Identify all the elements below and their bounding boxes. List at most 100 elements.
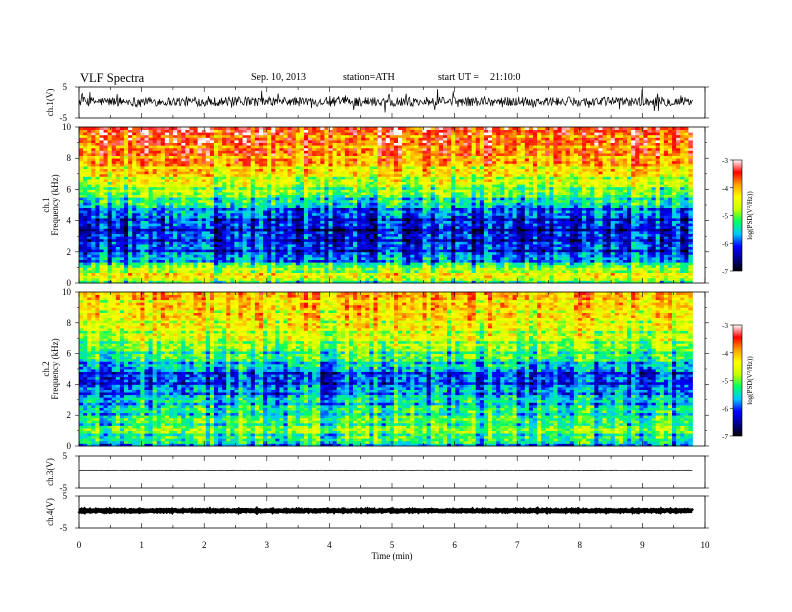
spectrogram-cell (684, 262, 689, 266)
spectrogram-cell (475, 238, 481, 242)
spectrogram-cell (414, 251, 419, 255)
spectrogram-cell (164, 249, 170, 253)
spectrogram-cell (398, 267, 403, 271)
spectrogram-cell (586, 257, 591, 260)
spectrogram-cell (328, 249, 333, 253)
spectrogram-cell (136, 212, 141, 216)
spectrogram-cell (487, 257, 493, 260)
spectrogram-cell (271, 259, 276, 263)
spectrogram-cell (667, 244, 673, 247)
spectrogram-cell (263, 207, 268, 211)
spectrogram-cell (545, 205, 550, 208)
spectrogram-cell (156, 225, 162, 229)
spectrogram-cell (91, 231, 96, 234)
spectrogram-cell (271, 246, 276, 250)
spectrogram-cell (655, 280, 661, 284)
spectrogram-cell (83, 251, 88, 255)
spectrogram-cell (528, 277, 534, 281)
spectrogram-cell (406, 233, 411, 237)
spectrogram-cell (189, 262, 194, 266)
spectrogram-cell (479, 220, 485, 224)
spectrogram-cell (496, 231, 501, 234)
spectrogram-cell (443, 257, 448, 260)
spectrogram-cell (418, 205, 423, 208)
spectrogram-cell (582, 264, 587, 268)
spectrogram-cell (504, 223, 509, 227)
spectrogram-cell (492, 220, 497, 224)
spectrogram-cell (226, 277, 231, 281)
spectrogram-cell (643, 233, 648, 237)
spectrogram-cell (238, 231, 243, 234)
spectrogram-cell (336, 257, 342, 260)
spectrogram-cell (410, 223, 415, 227)
spectrogram-cell (627, 257, 632, 260)
spectrogram-cell (557, 207, 562, 211)
spectrogram-cell (631, 264, 636, 268)
spectrogram-cell (242, 197, 248, 201)
spectrogram-cell (234, 277, 239, 281)
spectrogram-cell (627, 277, 632, 281)
spectrogram-cell (557, 249, 562, 253)
spectrogram-cell (582, 205, 587, 208)
spectrogram-cell (541, 275, 546, 279)
spectrogram-cell (389, 249, 395, 253)
spectrogram-cell (136, 277, 141, 281)
spectrogram-cell (459, 199, 464, 203)
spectrogram-cell (238, 246, 243, 250)
spectrogram-cell (479, 270, 485, 273)
spectrogram-cell (393, 246, 399, 250)
spectrogram-cell (549, 277, 554, 281)
spectrogram-cell (627, 199, 632, 203)
spectrogram-cell (271, 212, 276, 216)
spectrogram-cell (361, 264, 366, 268)
spectrogram-cell (467, 257, 473, 260)
spectrogram-cell (344, 236, 350, 240)
spectrogram-cell (635, 272, 640, 276)
spectrogram-cell (545, 207, 550, 211)
spectrogram-cell (373, 228, 378, 232)
spectrogram-cell (140, 241, 145, 245)
spectrogram-cell (144, 251, 149, 255)
spectrogram-cell (299, 205, 305, 208)
spectrogram-cell (365, 223, 370, 227)
spectrogram-cell (561, 257, 567, 260)
spectrogram-cell (185, 257, 190, 260)
spectrogram-cell (226, 259, 231, 263)
spectrogram-cell (246, 241, 252, 245)
spectrogram-cell (537, 215, 542, 219)
spectrogram-cell (459, 202, 464, 206)
spectrogram-cell (173, 257, 178, 260)
spectrogram-cell (254, 212, 260, 216)
spectrogram-cell (651, 228, 657, 232)
spectrogram-cell (590, 205, 595, 208)
spectrogram-cell (582, 277, 587, 281)
spectrogram-cell (688, 262, 693, 266)
spectrogram-cell (369, 228, 374, 232)
spectrogram-cell (569, 259, 575, 263)
spectrogram-cell (557, 236, 562, 240)
spectrogram-cell (369, 275, 374, 279)
spectrogram-cell (173, 212, 178, 216)
spectrogram-cell (422, 202, 428, 206)
spectrogram-cell (398, 254, 403, 258)
spectrogram-cell (132, 246, 137, 250)
spectrogram-cell (393, 238, 399, 242)
spectrogram-cell (308, 220, 313, 224)
spectrogram-cell (586, 233, 591, 237)
spectrogram-cell (582, 233, 587, 237)
spectrogram-cell (275, 207, 280, 211)
spectrogram-cell (238, 249, 243, 253)
spectrogram-cell (410, 257, 415, 260)
spectrogram-cell (610, 236, 616, 240)
spectrogram-cell (635, 231, 640, 234)
spectrogram-cell (565, 257, 571, 260)
spectrogram-cell (263, 280, 268, 284)
spectrogram-cell (275, 275, 280, 279)
spectrogram-cell (618, 270, 624, 273)
spectrogram-cell (614, 257, 620, 260)
spectrogram-cell (516, 254, 522, 258)
spectrogram-cell (410, 218, 415, 221)
spectrogram-cell (287, 210, 293, 214)
spectrogram-cell (254, 238, 260, 242)
spectrogram-cell (639, 205, 644, 208)
